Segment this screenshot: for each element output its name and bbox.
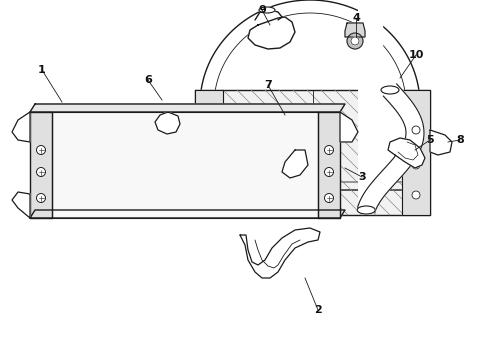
Polygon shape bbox=[358, 84, 424, 213]
Circle shape bbox=[324, 167, 334, 176]
Polygon shape bbox=[200, 0, 420, 190]
Ellipse shape bbox=[381, 86, 399, 94]
Polygon shape bbox=[248, 17, 295, 49]
Circle shape bbox=[205, 126, 213, 134]
Circle shape bbox=[324, 145, 334, 154]
Text: 9: 9 bbox=[258, 5, 266, 15]
Polygon shape bbox=[282, 150, 308, 178]
Text: 3: 3 bbox=[358, 172, 366, 182]
Circle shape bbox=[412, 126, 420, 134]
Text: 7: 7 bbox=[264, 80, 272, 90]
Text: 1: 1 bbox=[38, 65, 46, 75]
Polygon shape bbox=[340, 112, 358, 142]
Text: 2: 2 bbox=[314, 305, 322, 315]
Text: 4: 4 bbox=[352, 13, 360, 23]
Circle shape bbox=[36, 167, 46, 176]
Ellipse shape bbox=[259, 7, 275, 13]
Polygon shape bbox=[195, 90, 223, 215]
Text: 5: 5 bbox=[426, 135, 434, 145]
Ellipse shape bbox=[357, 206, 375, 214]
Polygon shape bbox=[30, 210, 345, 218]
Text: 8: 8 bbox=[456, 135, 464, 145]
Polygon shape bbox=[30, 112, 52, 218]
Polygon shape bbox=[195, 90, 430, 215]
Polygon shape bbox=[52, 112, 318, 218]
Circle shape bbox=[412, 191, 420, 199]
Circle shape bbox=[205, 191, 213, 199]
Text: 10: 10 bbox=[408, 50, 424, 60]
Polygon shape bbox=[388, 138, 425, 168]
Polygon shape bbox=[345, 23, 365, 37]
Circle shape bbox=[324, 194, 334, 202]
Text: 6: 6 bbox=[144, 75, 152, 85]
Circle shape bbox=[36, 145, 46, 154]
Circle shape bbox=[351, 37, 359, 45]
Polygon shape bbox=[240, 228, 320, 278]
Circle shape bbox=[412, 161, 420, 169]
Polygon shape bbox=[430, 130, 452, 155]
Polygon shape bbox=[402, 90, 430, 215]
Polygon shape bbox=[12, 112, 30, 142]
Circle shape bbox=[36, 194, 46, 202]
Polygon shape bbox=[318, 112, 340, 218]
Circle shape bbox=[205, 161, 213, 169]
Polygon shape bbox=[12, 192, 30, 218]
Circle shape bbox=[347, 33, 363, 49]
Polygon shape bbox=[30, 104, 345, 112]
Polygon shape bbox=[155, 112, 180, 134]
